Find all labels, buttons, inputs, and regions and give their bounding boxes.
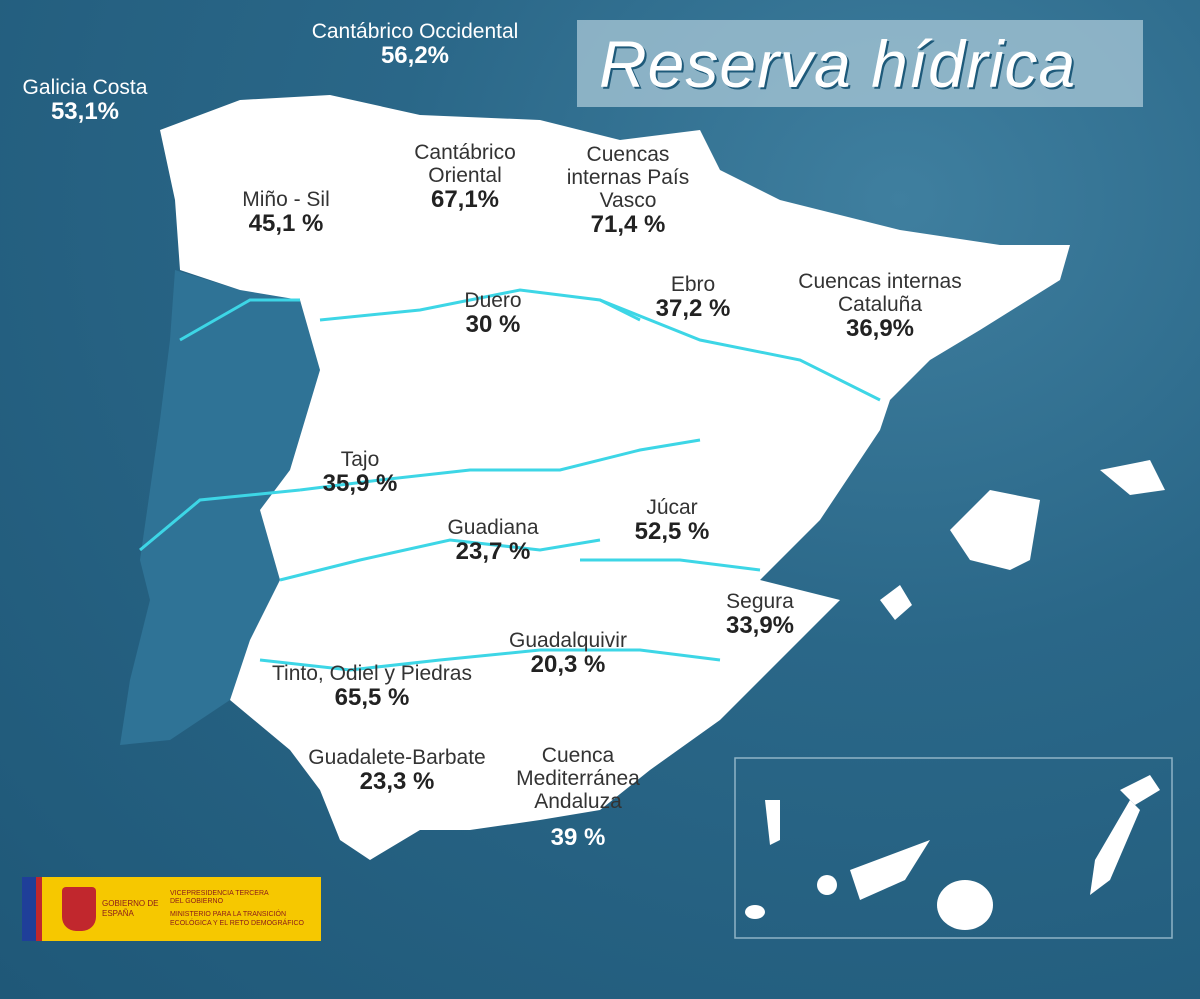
basin-label: Galicia Costa 53,1% bbox=[23, 76, 148, 125]
basin-label: Cuenca Mediterránea Andaluza 39 % bbox=[498, 744, 658, 852]
basin-value: 52,5 % bbox=[634, 518, 710, 546]
basin-label: Cuencas internas País Vasco 71,4 % bbox=[563, 143, 693, 239]
basin-value: 45,1 % bbox=[248, 210, 324, 238]
basin-name: Cuenca Mediterránea Andaluza bbox=[516, 744, 640, 814]
ministry-text: VICEPRESIDENCIA TERCERA DEL GOBIERNO MINI… bbox=[170, 890, 310, 929]
spain-mainland bbox=[160, 95, 1070, 860]
basin-name: Segura bbox=[726, 590, 794, 613]
basin-name: Galicia Costa bbox=[22, 76, 148, 99]
basin-name: Tinto, Odiel y Piedras bbox=[272, 662, 472, 685]
basin-name: Ebro bbox=[670, 273, 716, 296]
basin-label: Segura 33,9% bbox=[726, 590, 794, 639]
basin-name: Cantábrico Oriental bbox=[414, 141, 516, 188]
basin-label: Ebro 37,2 % bbox=[656, 273, 731, 322]
basin-label: Tajo 35,9 % bbox=[323, 448, 398, 497]
basin-label: Guadalete-Barbate 23,3 % bbox=[308, 746, 485, 795]
basin-value: 53,1% bbox=[50, 98, 120, 126]
basin-value: 23,7 % bbox=[455, 538, 531, 566]
basin-value: 56,2% bbox=[380, 42, 450, 70]
basin-label: Cuencas internas Cataluña 36,9% bbox=[780, 270, 980, 343]
government-logo: GOBIERNO DE ESPAÑA VICEPRESIDENCIA TERCE… bbox=[22, 877, 321, 941]
basin-name: Miño - Sil bbox=[242, 188, 330, 211]
page-title: Reserva hídrica bbox=[599, 27, 1077, 101]
eu-spain-flag-icon bbox=[22, 877, 52, 941]
basin-label: Miño - Sil 45,1 % bbox=[242, 188, 330, 237]
basin-name: Cuencas internas Cataluña bbox=[798, 270, 962, 317]
portugal-region bbox=[120, 270, 320, 745]
basin-value: 23,3 % bbox=[359, 768, 435, 796]
basin-name: Júcar bbox=[646, 496, 698, 519]
balearic-islands bbox=[880, 460, 1165, 620]
title-banner: Reserva hídrica bbox=[577, 20, 1143, 107]
basin-label: Guadalquivir 20,3 % bbox=[509, 629, 627, 678]
basin-value: 39 % bbox=[550, 824, 606, 852]
basin-name: Guadalete-Barbate bbox=[308, 746, 486, 769]
basin-name: Guadalquivir bbox=[509, 629, 627, 652]
basin-value: 30 % bbox=[465, 311, 521, 339]
basin-value: 65,5 % bbox=[334, 684, 410, 712]
basin-value: 35,9 % bbox=[322, 470, 398, 498]
basin-name: Cantábrico Occidental bbox=[311, 20, 519, 43]
basin-name: Guadiana bbox=[447, 516, 539, 539]
basin-name: Duero bbox=[464, 289, 522, 312]
basin-label: Duero 30 % bbox=[464, 289, 521, 338]
basin-label: Cantábrico Occidental 56,2% bbox=[312, 20, 519, 69]
basin-value: 33,9% bbox=[725, 612, 795, 640]
gov-text: GOBIERNO DE ESPAÑA bbox=[102, 899, 159, 918]
canary-islands bbox=[745, 775, 1160, 930]
basin-name: Tajo bbox=[340, 448, 380, 471]
canary-islands-box bbox=[734, 757, 1173, 939]
basin-value: 67,1% bbox=[430, 186, 500, 214]
basin-label: Guadiana 23,7 % bbox=[447, 516, 538, 565]
basin-value: 20,3 % bbox=[530, 651, 606, 679]
basin-value: 36,9% bbox=[845, 315, 915, 343]
basin-name: Cuencas internas País Vasco bbox=[566, 143, 690, 213]
vice-text: VICEPRESIDENCIA TERCERA DEL GOBIERNO bbox=[170, 889, 269, 906]
basin-value: 37,2 % bbox=[655, 295, 731, 323]
basin-value: 71,4 % bbox=[590, 211, 666, 239]
basin-label: Cantábrico Oriental 67,1% bbox=[400, 141, 530, 214]
rivers bbox=[139, 288, 881, 672]
basin-label: Tinto, Odiel y Piedras 65,5 % bbox=[272, 662, 472, 711]
basin-label: Júcar 52,5 % bbox=[635, 496, 710, 545]
coat-of-arms-icon bbox=[62, 887, 96, 931]
ministry-name: MINISTERIO PARA LA TRANSICIÓN ECOLÓGICA … bbox=[170, 911, 304, 927]
